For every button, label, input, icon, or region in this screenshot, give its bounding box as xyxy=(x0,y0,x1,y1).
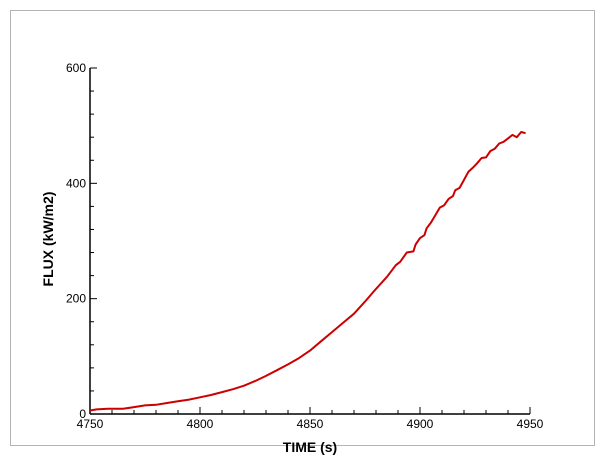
flux-series-line xyxy=(89,131,526,412)
y-tick-label: 600 xyxy=(66,61,86,75)
x-tick-label: 4850 xyxy=(297,417,324,431)
y-axis-title: FLUX (kW/m2) xyxy=(40,192,56,287)
x-axis-title: TIME (s) xyxy=(283,439,337,455)
x-tick-label: 4900 xyxy=(407,417,434,431)
ticks: 4750 4800 4850 4900 4950 0 200 400 600 xyxy=(66,61,544,431)
chart-frame xyxy=(10,10,595,446)
x-tick-label: 4750 xyxy=(77,417,104,431)
y-tick-label: 400 xyxy=(66,176,86,190)
y-tick-label: 0 xyxy=(79,407,86,421)
axes xyxy=(89,68,530,415)
x-tick-label: 4950 xyxy=(517,417,544,431)
x-tick-label: 4800 xyxy=(187,417,214,431)
series xyxy=(89,131,526,412)
y-tick-label: 200 xyxy=(66,292,86,306)
